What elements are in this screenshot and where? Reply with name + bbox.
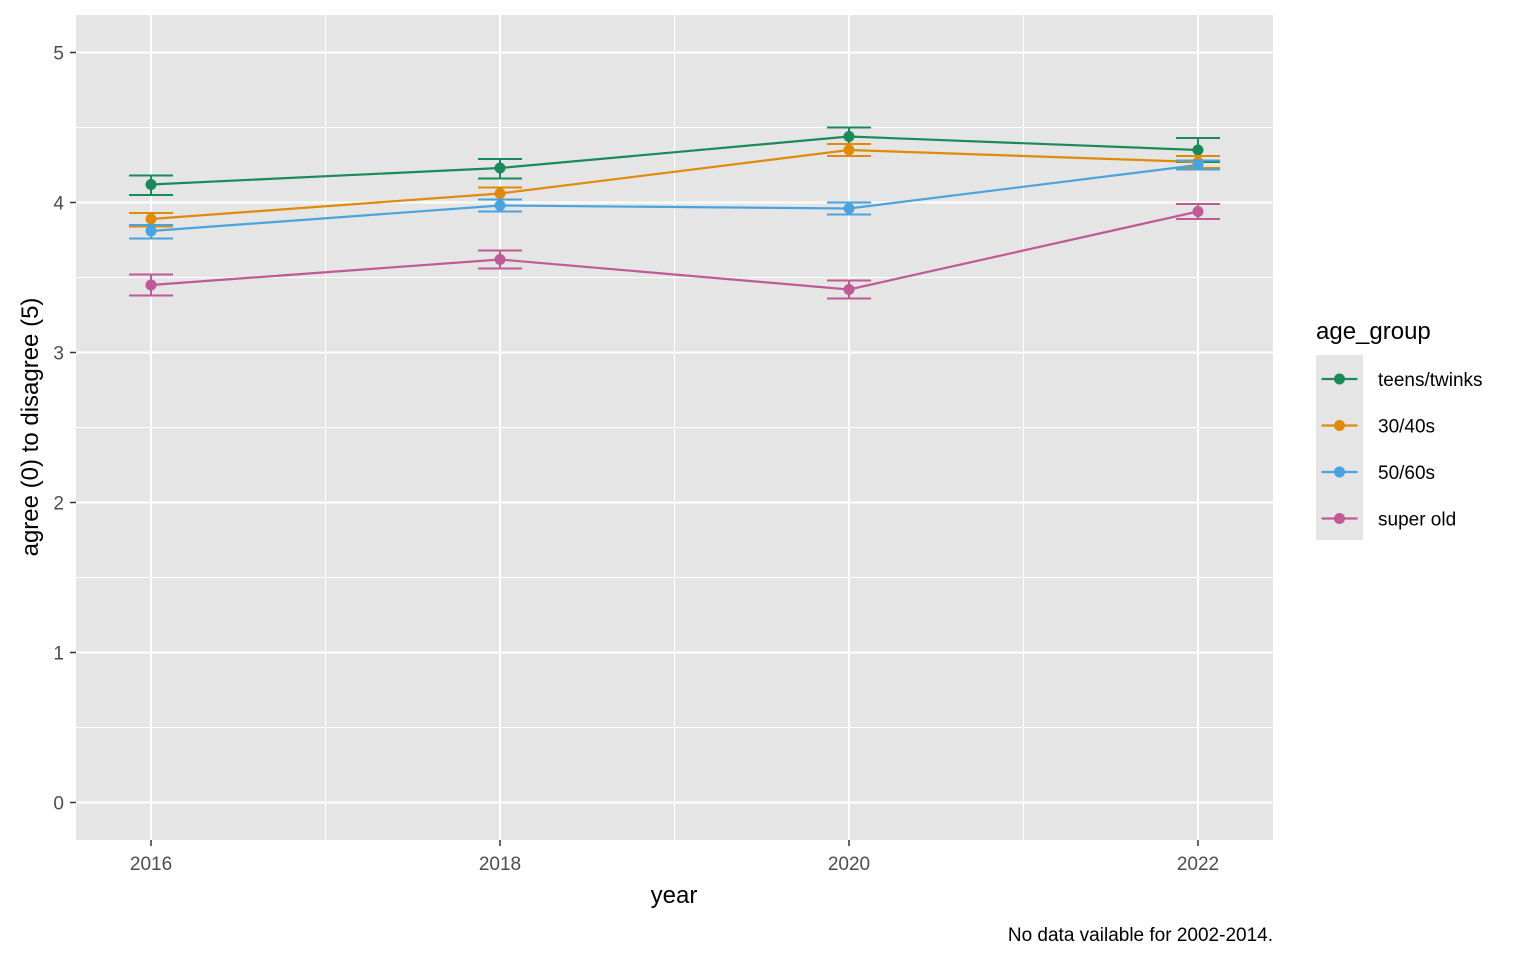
data-point xyxy=(494,254,506,265)
legend-label: super old xyxy=(1378,510,1456,531)
legend: age_group teens/twinks 30/40s 50/60s super … xyxy=(1316,318,1483,540)
legend-title: age_group xyxy=(1316,318,1431,345)
series-line xyxy=(150,210,1199,291)
data-point xyxy=(494,200,506,211)
legend-key-point xyxy=(1334,513,1345,524)
series-teens-twinks xyxy=(129,126,1220,196)
data-point xyxy=(145,213,157,225)
y-tick-label: 4 xyxy=(53,194,64,215)
legend-key-point xyxy=(1334,420,1345,431)
data-point xyxy=(1192,206,1204,217)
legend-label: teens/twinks xyxy=(1378,370,1483,391)
x-tick-label: 2018 xyxy=(479,854,521,875)
x-axis-ticks: 2016 2018 2020 2022 xyxy=(130,840,1219,875)
y-axis-ticks: 0 1 2 3 4 5 xyxy=(53,44,76,815)
data-point xyxy=(145,179,157,190)
x-tick-label: 2022 xyxy=(1177,854,1219,875)
legend-key-point xyxy=(1334,373,1345,385)
data-point xyxy=(145,225,157,237)
series-line xyxy=(150,163,1199,233)
data-point xyxy=(145,279,157,291)
series-line xyxy=(150,148,1199,221)
y-tick-label: 2 xyxy=(53,494,64,515)
x-tick-label: 2020 xyxy=(828,854,870,875)
data-point xyxy=(1192,159,1204,171)
x-axis-title: year xyxy=(651,882,698,909)
y-tick-label: 0 xyxy=(53,794,64,815)
data-point xyxy=(843,131,855,142)
x-tick-label: 2016 xyxy=(130,854,172,875)
y-tick-label: 5 xyxy=(53,44,64,65)
data-point xyxy=(494,162,506,174)
legend-key-point xyxy=(1334,466,1345,478)
series-layer xyxy=(129,126,1220,300)
data-point xyxy=(494,188,506,199)
data-point xyxy=(843,203,855,214)
series-50-60s xyxy=(129,159,1220,240)
data-point xyxy=(843,144,855,156)
legend-key-background xyxy=(1316,355,1363,540)
y-tick-label: 3 xyxy=(53,344,64,365)
legend-label: 50/60s xyxy=(1378,463,1435,484)
data-point xyxy=(843,284,855,295)
series-line xyxy=(150,135,1199,186)
y-tick-label: 1 xyxy=(53,644,64,665)
minor-gridlines xyxy=(76,15,1273,840)
series-super-old xyxy=(129,203,1220,300)
y-axis-title: agree (0) to disagree (5) xyxy=(17,298,44,557)
data-point xyxy=(1192,144,1204,156)
legend-label: 30/40s xyxy=(1378,417,1435,438)
caption: No data vailable for 2002-2014. xyxy=(1008,925,1273,946)
